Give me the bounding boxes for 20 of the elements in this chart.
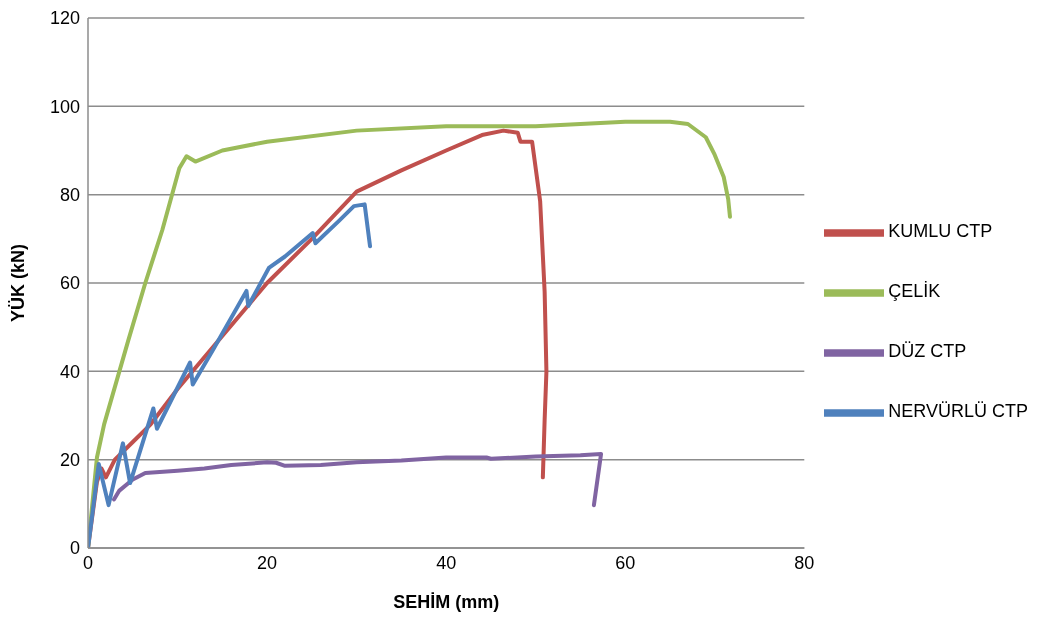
x-tick-label: 0 (82, 552, 94, 573)
y-tick-label: 40 (59, 361, 80, 382)
legend-label: KUMLU CTP (888, 221, 993, 242)
legend-label: NERVÜRLÜ CTP (888, 401, 1028, 422)
y-tick-label: 20 (59, 450, 80, 471)
line-series (111, 451, 604, 508)
legend-label: DÜZ CTP (888, 341, 967, 362)
x-tick-label: 80 (794, 552, 815, 573)
y-tick-label: 60 (59, 273, 80, 294)
line-series (88, 202, 373, 548)
y-axis-title: YÜK (kN) (8, 243, 29, 323)
x-tick-label: 60 (615, 552, 636, 573)
y-tick-label: 100 (49, 96, 80, 117)
y-tick-label: 0 (69, 538, 80, 559)
x-tick-label: 20 (257, 552, 278, 573)
x-axis-title: SEHİM (mm) (393, 592, 500, 612)
legend-label: ÇELİK (888, 281, 941, 302)
y-tick-label: 80 (59, 185, 80, 206)
x-tick-label: 40 (436, 552, 457, 573)
y-tick-label: 120 (49, 8, 80, 29)
